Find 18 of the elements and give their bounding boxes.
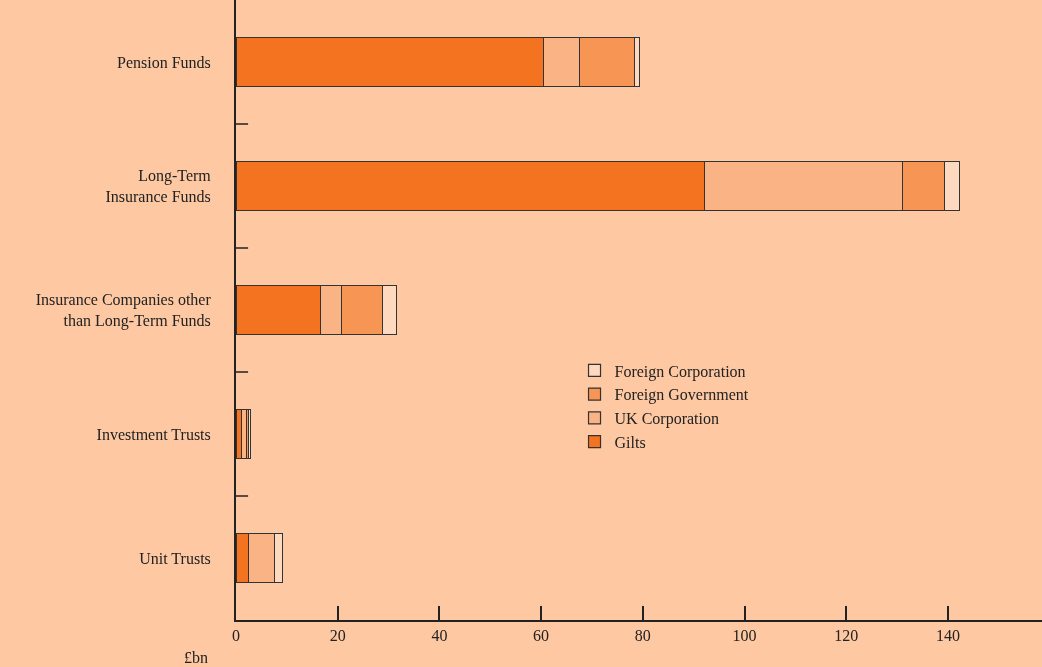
- x-tick-label: 20: [329, 627, 346, 645]
- x-tick-label: 40: [431, 627, 448, 645]
- y-tick-label: Long-Term Insurance Funds: [105, 167, 212, 205]
- x-tick-label: 80: [634, 627, 651, 645]
- x-tick-label: 140: [935, 627, 960, 645]
- y-tick-label: Investment Trusts: [96, 425, 211, 443]
- y-tick-label: Insurance Companies other than Long-Term Funds: [35, 291, 212, 330]
- legend-label: UK Corporation: [614, 410, 719, 429]
- x-tick-label: 100: [732, 627, 757, 645]
- x-tick-label: 0: [232, 627, 240, 645]
- y-tick-label: Pension Funds: [117, 53, 211, 71]
- legend-label: Gilts: [614, 433, 646, 451]
- x-tick-label: 120: [834, 627, 859, 645]
- x-axis-title: £bn: [184, 649, 208, 666]
- y-tick-label: Unit Trusts: [139, 549, 211, 567]
- legend-label: Foreign Corporation: [614, 362, 746, 381]
- legend-label: Foreign Government: [614, 386, 749, 405]
- x-tick-label: 60: [533, 627, 550, 645]
